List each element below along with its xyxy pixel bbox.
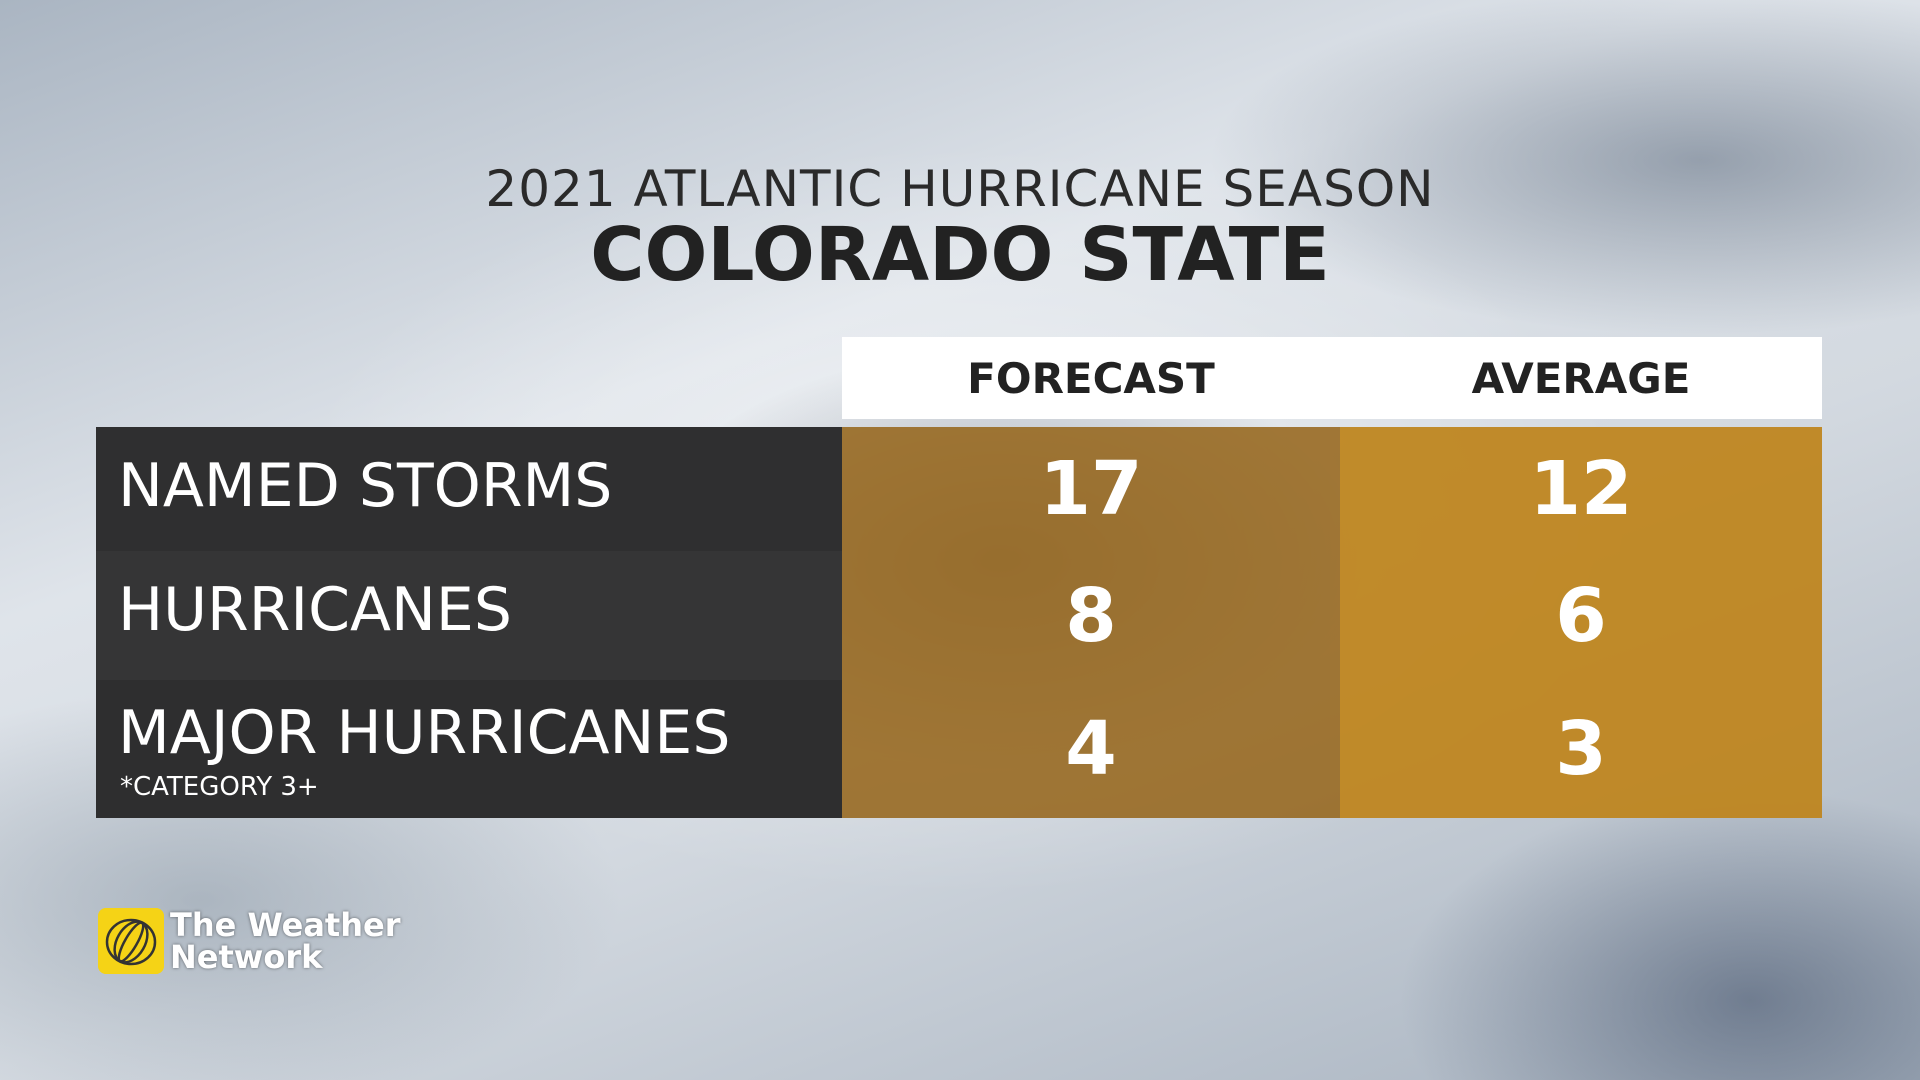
table-header: FORECAST AVERAGE: [842, 337, 1822, 419]
column-header: FORECAST: [967, 353, 1215, 403]
average-value: 12: [1340, 427, 1822, 551]
table-row: NAMED STORMS 17 12: [96, 427, 1822, 551]
average-value: 6: [1340, 551, 1822, 680]
row-label-cell: NAMED STORMS: [96, 427, 842, 551]
row-label: NAMED STORMS: [118, 451, 613, 521]
forecast-value: 8: [842, 551, 1340, 680]
logo-text: The Weather Network: [170, 909, 400, 973]
logo: The Weather Network: [98, 908, 400, 974]
logo-icon: [98, 908, 164, 974]
logo-line: Network: [170, 938, 323, 976]
forecast-value: 17: [842, 427, 1340, 551]
table-row: HURRICANES 8 6: [96, 551, 1822, 680]
title: 2021 ATLANTIC HURRICANE SEASON: [485, 160, 1435, 218]
table-row: MAJOR HURRICANES *CATEGORY 3+ 4 3: [96, 680, 1822, 818]
row-label-cell: MAJOR HURRICANES *CATEGORY 3+: [96, 680, 842, 818]
row-label-cell: HURRICANES: [96, 551, 842, 680]
forecast-value: 4: [842, 680, 1340, 818]
logo-line: The Weather: [170, 906, 401, 944]
subtitle: COLORADO STATE: [590, 212, 1330, 298]
row-note: *CATEGORY 3+: [120, 772, 319, 802]
row-label: HURRICANES: [118, 575, 512, 645]
row-label: MAJOR HURRICANES: [118, 698, 731, 768]
average-value: 3: [1340, 680, 1822, 818]
column-header: AVERAGE: [1471, 353, 1691, 403]
